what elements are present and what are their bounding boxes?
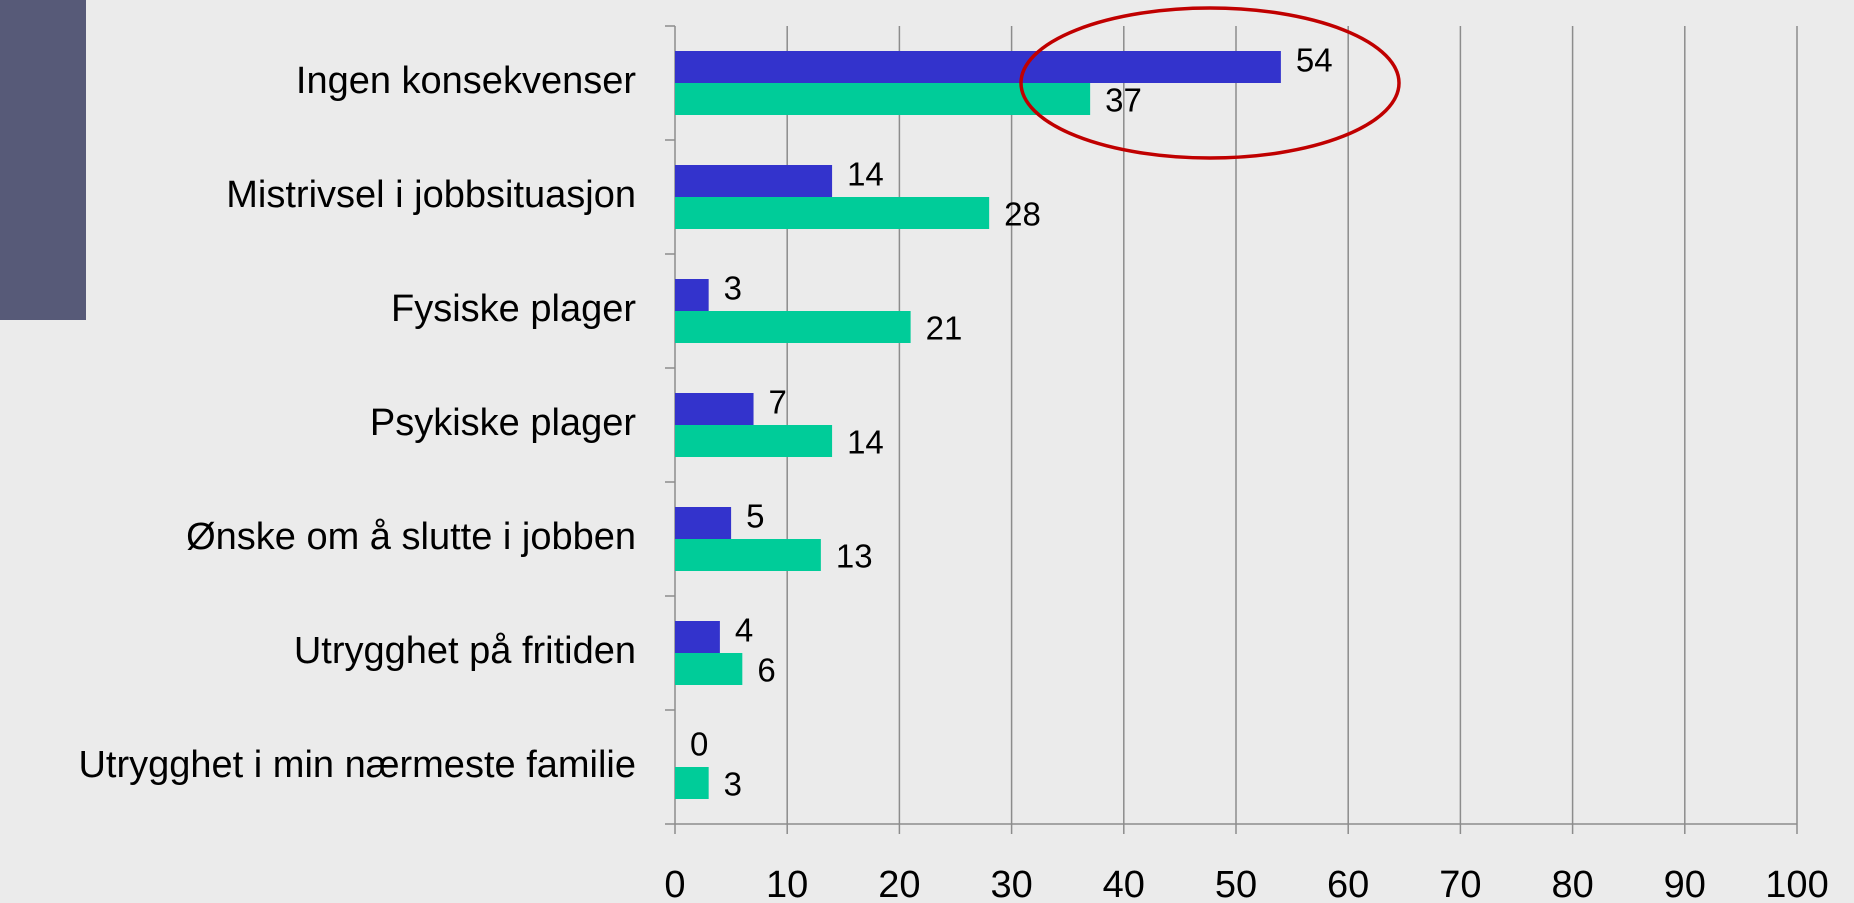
x-tick-label: 90 bbox=[1664, 864, 1706, 903]
y-tick-label: Mistrivsel i jobbsituasjon bbox=[226, 174, 636, 216]
bar bbox=[675, 539, 821, 571]
data-label: 14 bbox=[847, 156, 884, 193]
bar bbox=[675, 653, 743, 685]
data-label: 4 bbox=[735, 612, 753, 649]
data-label: 3 bbox=[724, 270, 742, 307]
bar bbox=[675, 83, 1091, 115]
data-label: 28 bbox=[1004, 196, 1041, 233]
x-tick-label: 30 bbox=[990, 864, 1032, 903]
y-tick-label: Utrygghet i min nærmeste familie bbox=[78, 744, 636, 786]
side-block bbox=[0, 0, 86, 320]
data-label: 5 bbox=[746, 498, 764, 535]
data-label: 6 bbox=[757, 652, 775, 689]
bar bbox=[675, 621, 720, 653]
x-tick-label: 80 bbox=[1551, 864, 1593, 903]
bar bbox=[675, 197, 990, 229]
bar bbox=[675, 393, 754, 425]
highlight-ellipse bbox=[1019, 6, 1401, 160]
x-tick-label: 20 bbox=[878, 864, 920, 903]
bar bbox=[675, 279, 709, 311]
data-label: 21 bbox=[926, 310, 963, 347]
data-label: 13 bbox=[836, 538, 873, 575]
data-label: 54 bbox=[1296, 42, 1333, 79]
bar bbox=[675, 165, 833, 197]
x-tick-label: 10 bbox=[766, 864, 808, 903]
bar bbox=[675, 767, 709, 799]
y-tick-label: Fysiske plager bbox=[391, 288, 636, 330]
bar bbox=[675, 311, 911, 343]
x-tick-label: 60 bbox=[1327, 864, 1369, 903]
x-tick-label: 100 bbox=[1765, 864, 1828, 903]
bar bbox=[675, 507, 732, 539]
data-label: 3 bbox=[724, 766, 742, 803]
y-tick-label: Utrygghet på fritiden bbox=[294, 630, 636, 672]
y-tick-label: Psykiske plager bbox=[370, 402, 636, 444]
x-tick-label: 70 bbox=[1439, 864, 1481, 903]
data-label: 0 bbox=[690, 726, 708, 763]
data-label: 7 bbox=[769, 384, 787, 421]
x-tick-label: 50 bbox=[1215, 864, 1257, 903]
x-tick-label: 0 bbox=[664, 864, 685, 903]
y-tick-label: Ingen konsekvenser bbox=[296, 60, 636, 102]
y-tick-label: Ønske om å slutte i jobben bbox=[186, 516, 636, 558]
bar bbox=[675, 425, 833, 457]
bar bbox=[675, 51, 1281, 83]
x-tick-label: 40 bbox=[1103, 864, 1145, 903]
data-label: 37 bbox=[1105, 82, 1142, 119]
data-label: 14 bbox=[847, 424, 884, 461]
